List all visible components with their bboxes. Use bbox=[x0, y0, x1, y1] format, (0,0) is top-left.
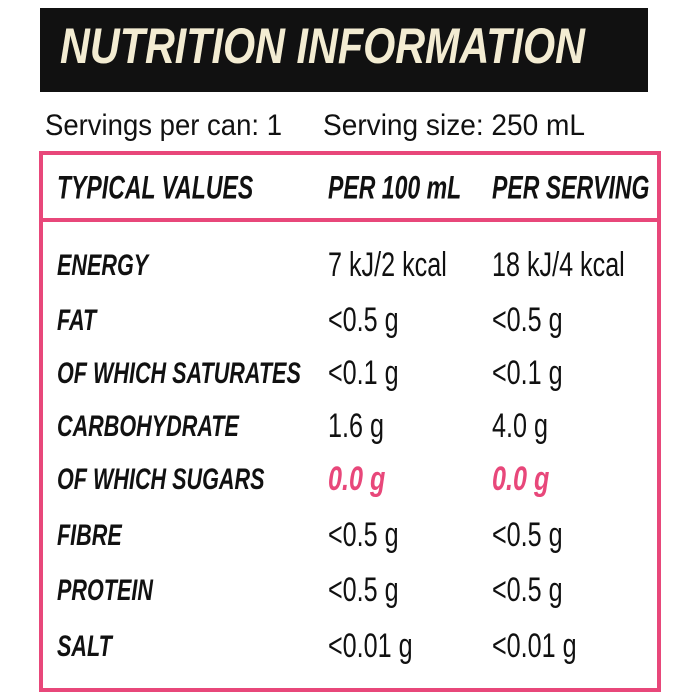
cell-value-group: <0.5 g bbox=[328, 516, 399, 554]
cell-value: <0.5 g bbox=[492, 571, 563, 609]
cell-value-group: 0.0 g bbox=[492, 460, 549, 498]
column-header-group: TYPICAL VALUES bbox=[57, 170, 254, 206]
cell-value: <0.5 g bbox=[492, 301, 563, 339]
row-label-group: PROTEIN bbox=[57, 572, 154, 606]
cell-value: <0.5 g bbox=[328, 516, 399, 554]
table-border bbox=[39, 151, 661, 692]
title: NUTRITION INFORMATION bbox=[60, 18, 586, 74]
row-label: OF WHICH SATURATES bbox=[57, 355, 301, 389]
cell-value-group: 1.6 g bbox=[328, 407, 384, 445]
cell-value: <0.1 g bbox=[328, 354, 399, 392]
row-label-group: FIBRE bbox=[57, 517, 123, 551]
cell-value: <0.01 g bbox=[328, 627, 413, 665]
cell-value-group: 4.0 g bbox=[492, 407, 548, 445]
cell-value: <0.5 g bbox=[328, 301, 399, 339]
cell-value-group: <0.5 g bbox=[328, 301, 399, 339]
servings-per-can: Servings per can: 1 bbox=[45, 109, 282, 142]
row-label-group: ENERGY bbox=[57, 247, 150, 281]
cell-value: 18 kJ/4 kcal bbox=[492, 246, 625, 284]
row-label-group: FAT bbox=[57, 302, 98, 336]
cell-value: <0.5 g bbox=[328, 571, 399, 609]
cell-value: 0.0 g bbox=[328, 460, 385, 498]
cell-value: 4.0 g bbox=[492, 407, 548, 445]
column-header: TYPICAL VALUES bbox=[57, 170, 254, 206]
column-header: PER 100 mL bbox=[328, 170, 461, 206]
cell-value-group: <0.1 g bbox=[492, 354, 563, 392]
cell-value-group: <0.5 g bbox=[492, 571, 563, 609]
row-label: FIBRE bbox=[57, 517, 123, 551]
row-label: FAT bbox=[57, 302, 98, 336]
cell-value-group: <0.01 g bbox=[492, 627, 577, 665]
cell-value: 0.0 g bbox=[492, 460, 549, 498]
title-banner bbox=[40, 8, 648, 92]
cell-value-group: <0.01 g bbox=[328, 627, 413, 665]
cell-value-group: 7 kJ/2 kcal bbox=[328, 246, 447, 284]
cell-value: <0.01 g bbox=[492, 627, 577, 665]
row-label: OF WHICH SUGARS bbox=[57, 461, 265, 495]
row-label: CARBOHYDRATE bbox=[57, 408, 240, 442]
row-label: PROTEIN bbox=[57, 572, 154, 606]
row-label-group: OF WHICH SUGARS bbox=[57, 461, 265, 495]
cell-value-group: <0.5 g bbox=[328, 571, 399, 609]
cell-value-group: <0.1 g bbox=[328, 354, 399, 392]
cell-value: <0.1 g bbox=[492, 354, 563, 392]
cell-value-group: 0.0 g bbox=[328, 460, 385, 498]
column-header-group: PER 100 mL bbox=[328, 170, 461, 206]
column-header-group: PER SERVING bbox=[492, 170, 649, 206]
cell-value: <0.5 g bbox=[492, 516, 563, 554]
cell-value-group: 18 kJ/4 kcal bbox=[492, 246, 625, 284]
row-label-group: SALT bbox=[57, 628, 113, 662]
column-header: PER SERVING bbox=[492, 170, 649, 206]
row-label: ENERGY bbox=[57, 247, 150, 281]
row-label: SALT bbox=[57, 628, 113, 662]
cell-value: 1.6 g bbox=[328, 407, 384, 445]
serving-size: Serving size: 250 mL bbox=[323, 109, 585, 142]
row-label-group: OF WHICH SATURATES bbox=[57, 355, 301, 389]
cell-value-group: <0.5 g bbox=[492, 516, 563, 554]
cell-value-group: <0.5 g bbox=[492, 301, 563, 339]
row-label-group: CARBOHYDRATE bbox=[57, 408, 240, 442]
cell-value: 7 kJ/2 kcal bbox=[328, 246, 447, 284]
